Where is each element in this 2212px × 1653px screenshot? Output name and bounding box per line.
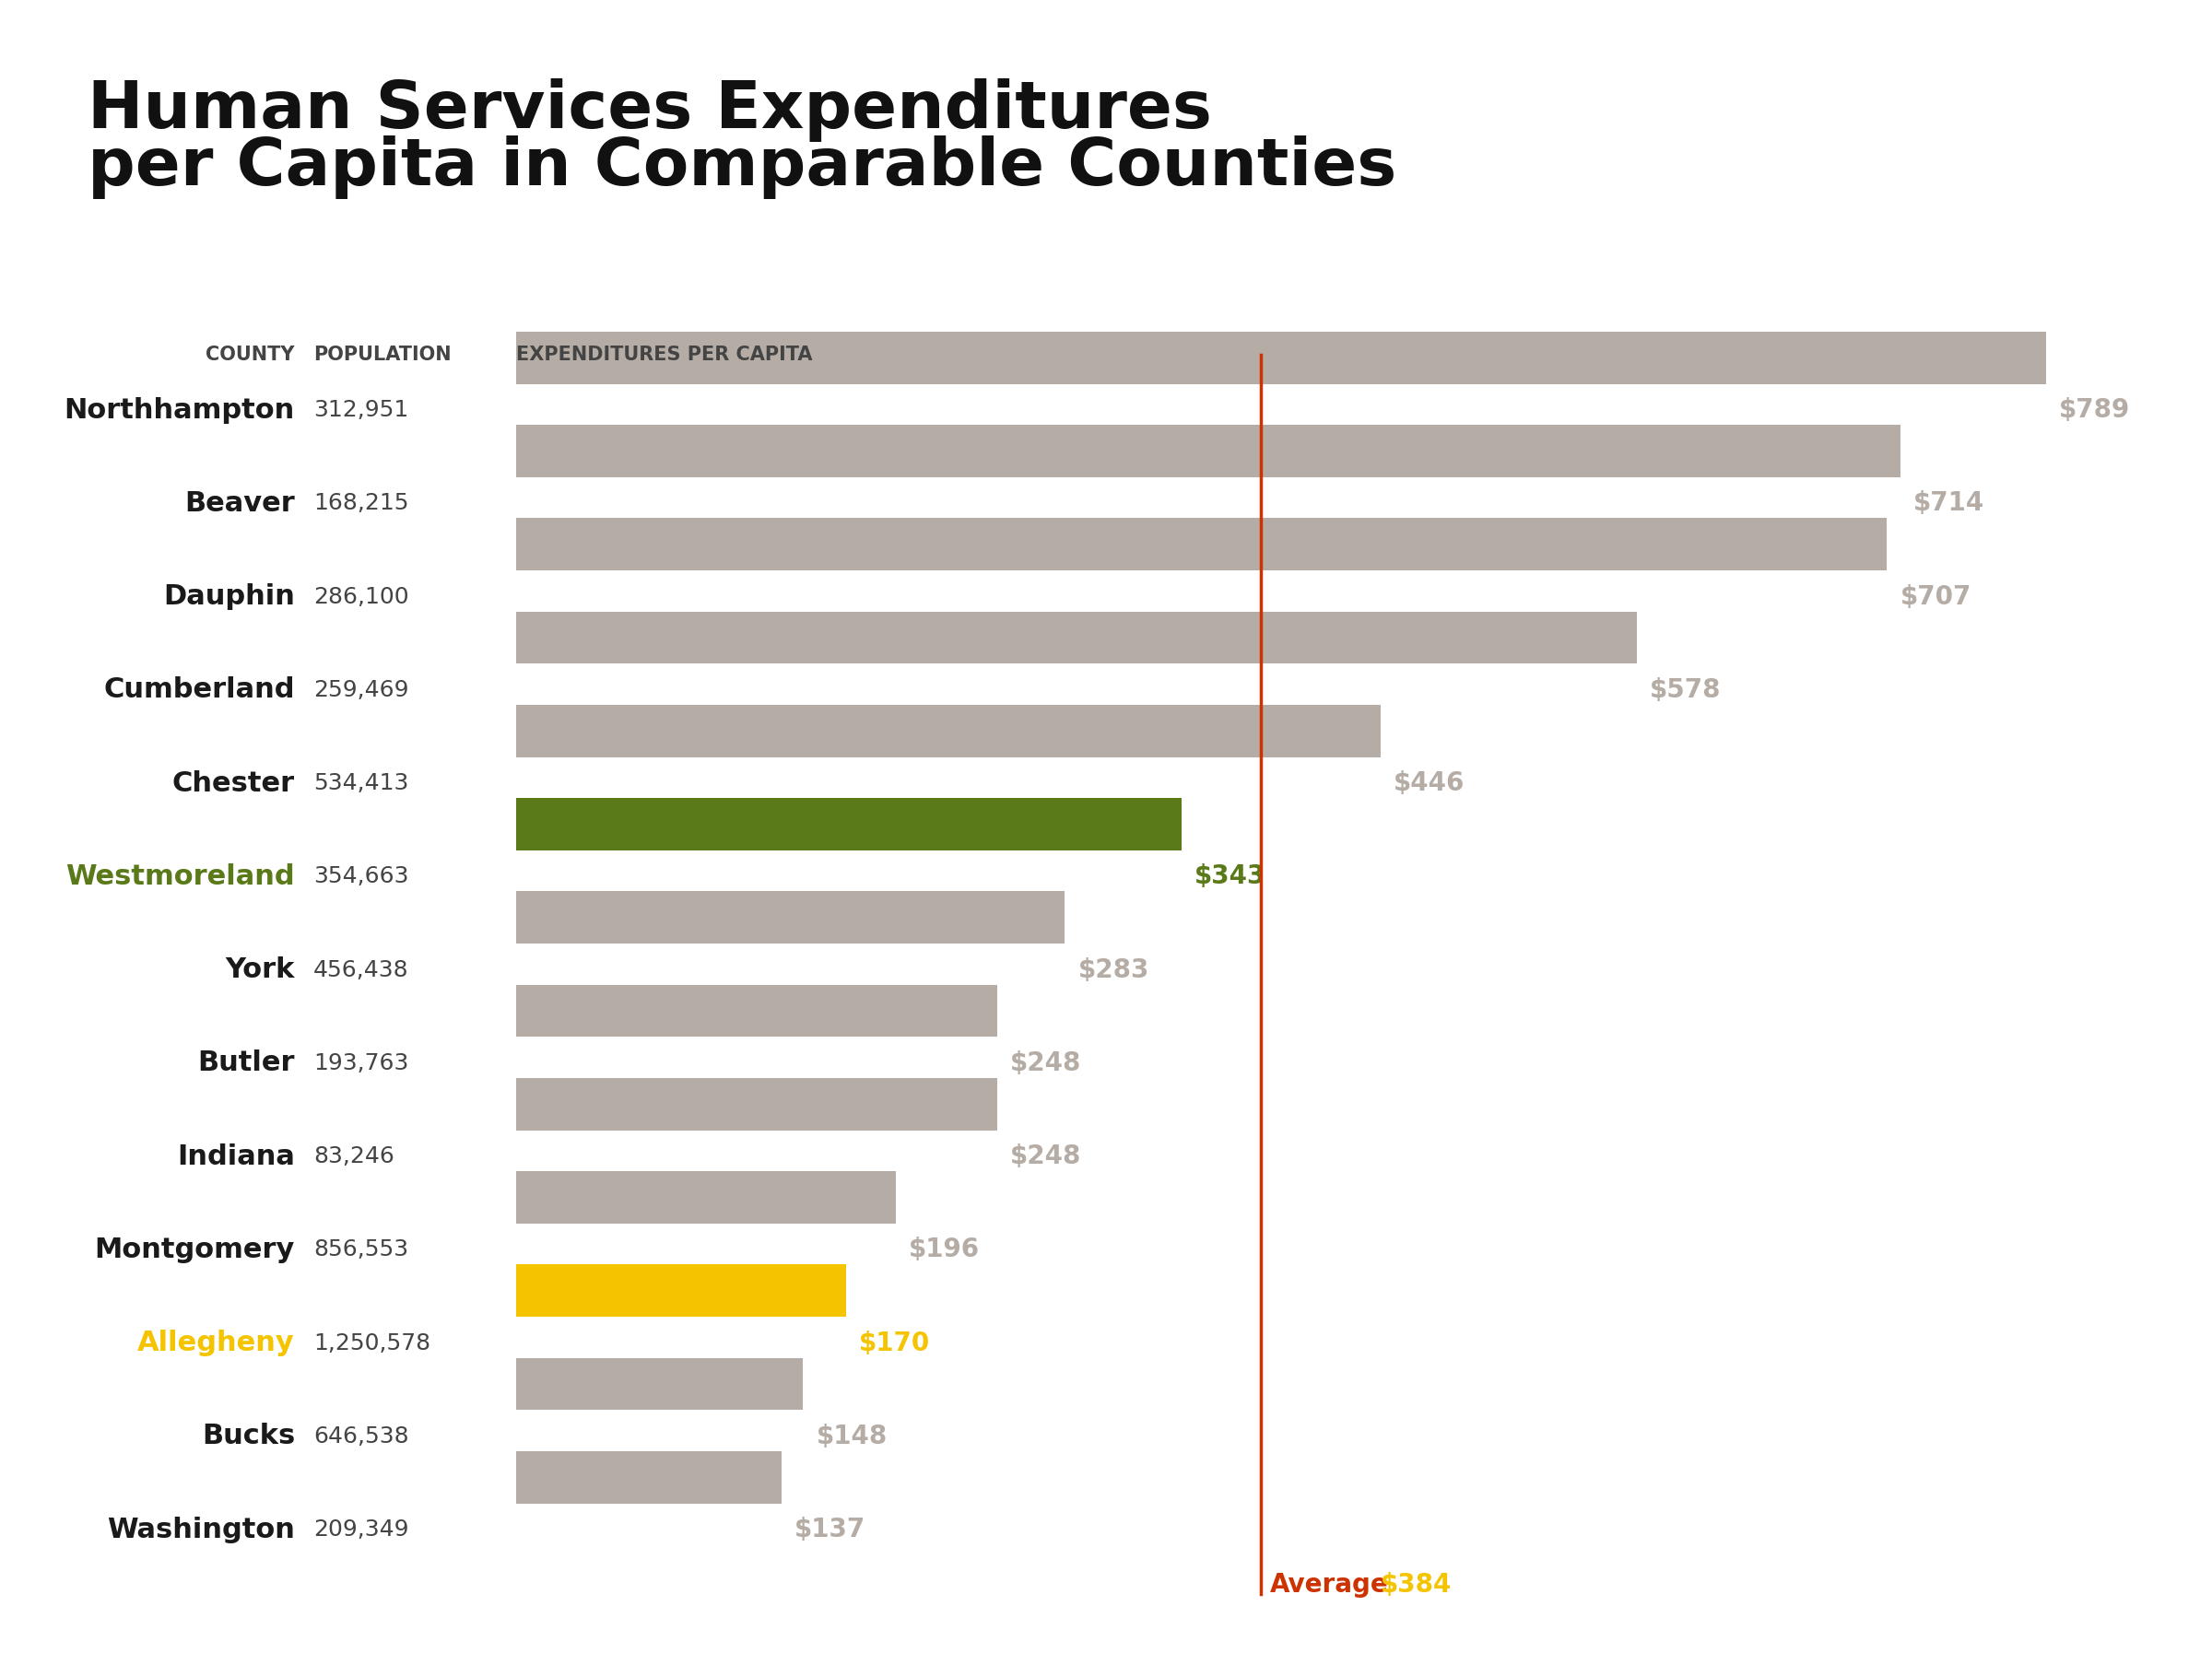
Text: Montgomery: Montgomery	[95, 1236, 294, 1263]
Text: $148: $148	[816, 1423, 887, 1450]
Text: per Capita in Comparable Counties: per Capita in Comparable Counties	[88, 136, 1396, 198]
Text: Bucks: Bucks	[201, 1423, 294, 1450]
Text: 83,246: 83,246	[314, 1146, 394, 1167]
Text: 646,538: 646,538	[314, 1425, 409, 1448]
Text: $196: $196	[909, 1236, 980, 1263]
Text: COUNTY: COUNTY	[206, 345, 294, 364]
Text: 856,553: 856,553	[314, 1238, 409, 1261]
Text: 456,438: 456,438	[314, 959, 409, 980]
Text: 259,469: 259,469	[314, 679, 409, 701]
Text: Allegheny: Allegheny	[137, 1329, 294, 1357]
Text: Washington: Washington	[106, 1516, 294, 1542]
Text: York: York	[226, 957, 294, 984]
Text: $137: $137	[794, 1517, 865, 1542]
Text: EXPENDITURES PER CAPITA: EXPENDITURES PER CAPITA	[515, 345, 812, 364]
Text: $248: $248	[1011, 1050, 1082, 1076]
Text: Northhampton: Northhampton	[64, 397, 294, 423]
Text: Average: Average	[1270, 1572, 1389, 1598]
Text: 193,763: 193,763	[314, 1051, 409, 1074]
Text: Beaver: Beaver	[184, 489, 294, 517]
Text: $248: $248	[1011, 1144, 1082, 1169]
Text: $789: $789	[2059, 397, 2130, 423]
Text: $170: $170	[858, 1331, 929, 1355]
Text: 1,250,578: 1,250,578	[314, 1332, 431, 1354]
Text: Indiana: Indiana	[177, 1142, 294, 1170]
Text: 312,951: 312,951	[314, 398, 409, 422]
Text: Human Services Expenditures: Human Services Expenditures	[88, 78, 1212, 142]
Text: 168,215: 168,215	[314, 493, 409, 514]
Text: $714: $714	[1913, 491, 1984, 516]
Text: 286,100: 286,100	[314, 585, 409, 608]
Text: $343: $343	[1194, 863, 1265, 889]
Text: $578: $578	[1650, 678, 1721, 703]
Text: POPULATION: POPULATION	[314, 345, 451, 364]
Text: Cumberland: Cumberland	[104, 676, 294, 703]
Text: Chester: Chester	[173, 770, 294, 797]
Text: Dauphin: Dauphin	[164, 584, 294, 610]
Text: $446: $446	[1394, 770, 1464, 797]
Text: 534,413: 534,413	[314, 772, 409, 793]
Text: Butler: Butler	[197, 1050, 294, 1076]
Text: 209,349: 209,349	[314, 1519, 409, 1541]
Text: $283: $283	[1077, 957, 1148, 982]
Text: $384: $384	[1380, 1572, 1451, 1598]
Text: Westmoreland: Westmoreland	[66, 863, 294, 889]
Text: $707: $707	[1900, 584, 1971, 610]
Text: 354,663: 354,663	[314, 866, 409, 888]
